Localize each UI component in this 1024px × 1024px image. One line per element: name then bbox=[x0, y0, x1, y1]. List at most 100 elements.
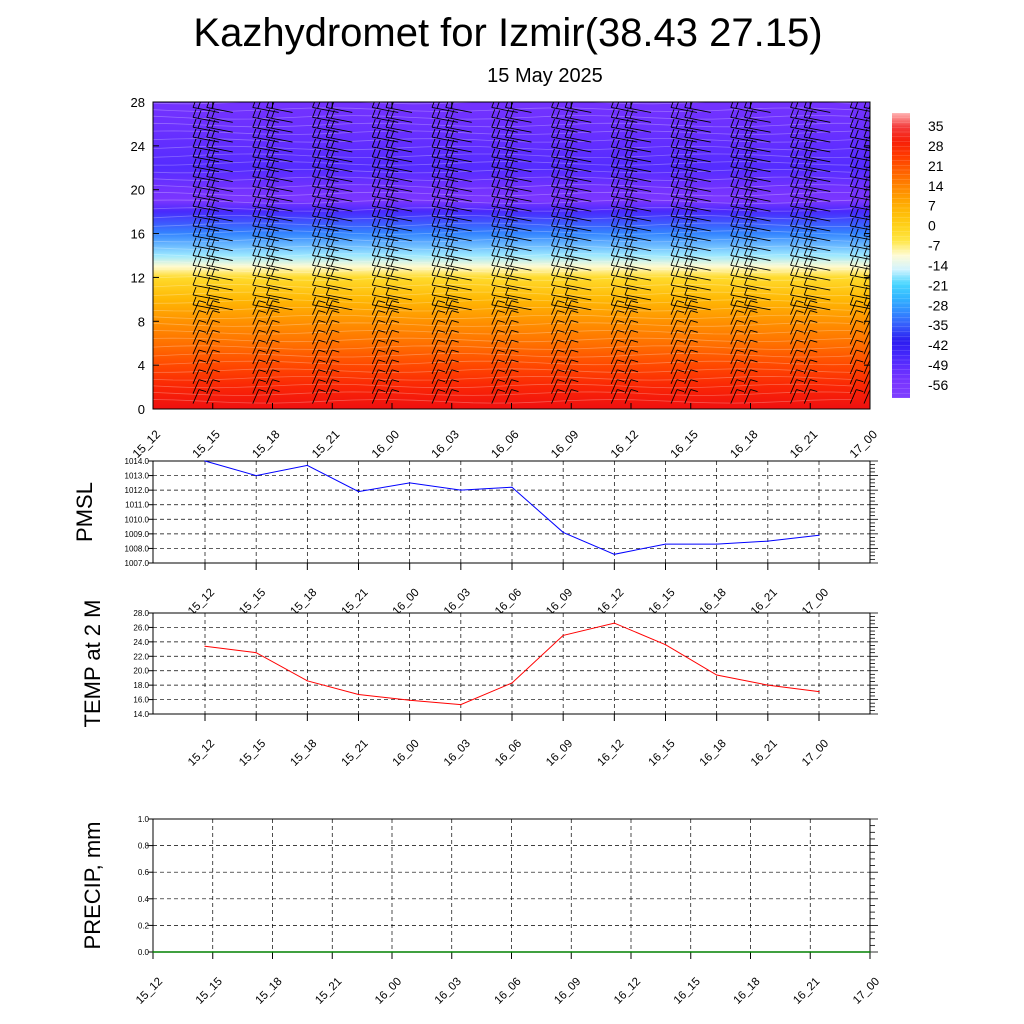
wind-barb bbox=[491, 389, 505, 404]
wind-barb bbox=[684, 369, 698, 384]
contour-line bbox=[153, 306, 854, 312]
barb-flag bbox=[744, 158, 748, 167]
barb-flag bbox=[390, 159, 395, 168]
barb-flag bbox=[849, 257, 854, 266]
barb-flag bbox=[271, 208, 275, 218]
barb-flag bbox=[376, 228, 381, 237]
y-tick-label: 28 bbox=[131, 95, 145, 110]
barb-staff bbox=[445, 284, 472, 291]
data-point bbox=[331, 951, 333, 953]
barb-flag bbox=[849, 296, 854, 305]
wind-barb bbox=[849, 267, 870, 280]
barb-staff bbox=[790, 379, 797, 394]
barb-staff bbox=[326, 255, 353, 261]
barb-flag bbox=[854, 268, 859, 277]
barb-flag bbox=[610, 128, 615, 138]
barb-flag bbox=[211, 169, 216, 178]
barb-flag bbox=[630, 379, 639, 383]
wind-barb bbox=[684, 339, 698, 355]
wind-barb bbox=[670, 296, 698, 311]
barb-flag bbox=[252, 296, 257, 305]
x-tick-label: 15_18 bbox=[249, 427, 283, 461]
barb-flag bbox=[505, 158, 509, 167]
barb-flag bbox=[198, 310, 207, 314]
data-point bbox=[664, 543, 667, 545]
wind-barb bbox=[192, 296, 220, 311]
barb-flag bbox=[206, 138, 211, 148]
barb-flag bbox=[198, 320, 207, 323]
wind-barb bbox=[206, 109, 233, 123]
barb-flag bbox=[510, 120, 514, 129]
barb-flag bbox=[197, 199, 202, 208]
wind-barb bbox=[624, 168, 652, 182]
y-axis-label: PMSL bbox=[72, 482, 97, 542]
barb-flag bbox=[615, 102, 620, 109]
barb-flag bbox=[450, 149, 455, 158]
barb-flag bbox=[266, 257, 270, 266]
barb-staff bbox=[850, 205, 870, 211]
data-point bbox=[562, 531, 564, 534]
barb-flag bbox=[266, 296, 270, 305]
barb-flag bbox=[266, 148, 270, 157]
barb-flag bbox=[856, 349, 864, 353]
barb-flag bbox=[312, 296, 316, 305]
barb-staff bbox=[684, 166, 711, 173]
wind-barb bbox=[624, 296, 652, 311]
barb-flag bbox=[803, 128, 808, 138]
temperature-field bbox=[153, 102, 870, 409]
barb-flag bbox=[450, 268, 455, 277]
wind-barb bbox=[564, 267, 592, 281]
contour-line bbox=[153, 376, 854, 381]
wind-barb bbox=[266, 119, 293, 133]
barb-flag bbox=[212, 349, 220, 353]
wind-barb bbox=[445, 198, 472, 212]
barb-staff bbox=[684, 274, 711, 281]
wind-barb bbox=[624, 217, 652, 232]
wind-barb bbox=[266, 300, 280, 315]
barb-staff bbox=[445, 215, 472, 222]
barb-staff bbox=[505, 359, 512, 375]
wind-barb bbox=[803, 349, 818, 365]
wind-barb bbox=[551, 339, 565, 355]
barb-flag bbox=[491, 217, 496, 227]
barb-flag bbox=[735, 258, 740, 267]
barb-flag bbox=[371, 158, 376, 167]
barb-staff bbox=[850, 235, 870, 241]
barb-flag bbox=[689, 129, 694, 139]
barb-staff bbox=[863, 185, 870, 189]
wind-barb bbox=[551, 300, 565, 315]
wind-barb bbox=[505, 276, 532, 291]
barb-flag bbox=[624, 148, 629, 157]
barb-staff bbox=[252, 389, 260, 404]
barb-staff bbox=[431, 330, 439, 345]
wind-barb bbox=[385, 119, 413, 133]
barb-staff bbox=[192, 304, 220, 311]
wind-barb bbox=[491, 329, 505, 345]
barb-flag bbox=[735, 208, 740, 218]
barb-flag bbox=[803, 148, 808, 157]
wind-barb bbox=[551, 296, 578, 311]
barb-flag bbox=[450, 159, 455, 168]
barb-flag bbox=[431, 247, 436, 256]
wind-barb bbox=[684, 128, 711, 143]
wind-barb bbox=[803, 257, 831, 271]
wind-barb bbox=[252, 349, 266, 365]
barb-flag bbox=[749, 189, 753, 198]
barb-flag bbox=[325, 227, 330, 236]
y-tick-label: 12 bbox=[131, 270, 145, 285]
barb-flag bbox=[431, 158, 436, 167]
barb-staff bbox=[790, 330, 797, 345]
wind-barb bbox=[206, 296, 233, 311]
wind-barb bbox=[684, 119, 711, 133]
barb-flag bbox=[617, 349, 625, 353]
barb-flag bbox=[496, 102, 500, 109]
wind-barb bbox=[325, 300, 340, 315]
wind-barb bbox=[266, 158, 293, 173]
barb-flag bbox=[795, 110, 799, 119]
wind-barb bbox=[445, 207, 472, 222]
barb-flag bbox=[744, 296, 748, 305]
barb-flag bbox=[312, 198, 316, 207]
barb-flag bbox=[257, 129, 262, 139]
wind-barb bbox=[445, 267, 472, 281]
barb-staff bbox=[252, 349, 260, 365]
